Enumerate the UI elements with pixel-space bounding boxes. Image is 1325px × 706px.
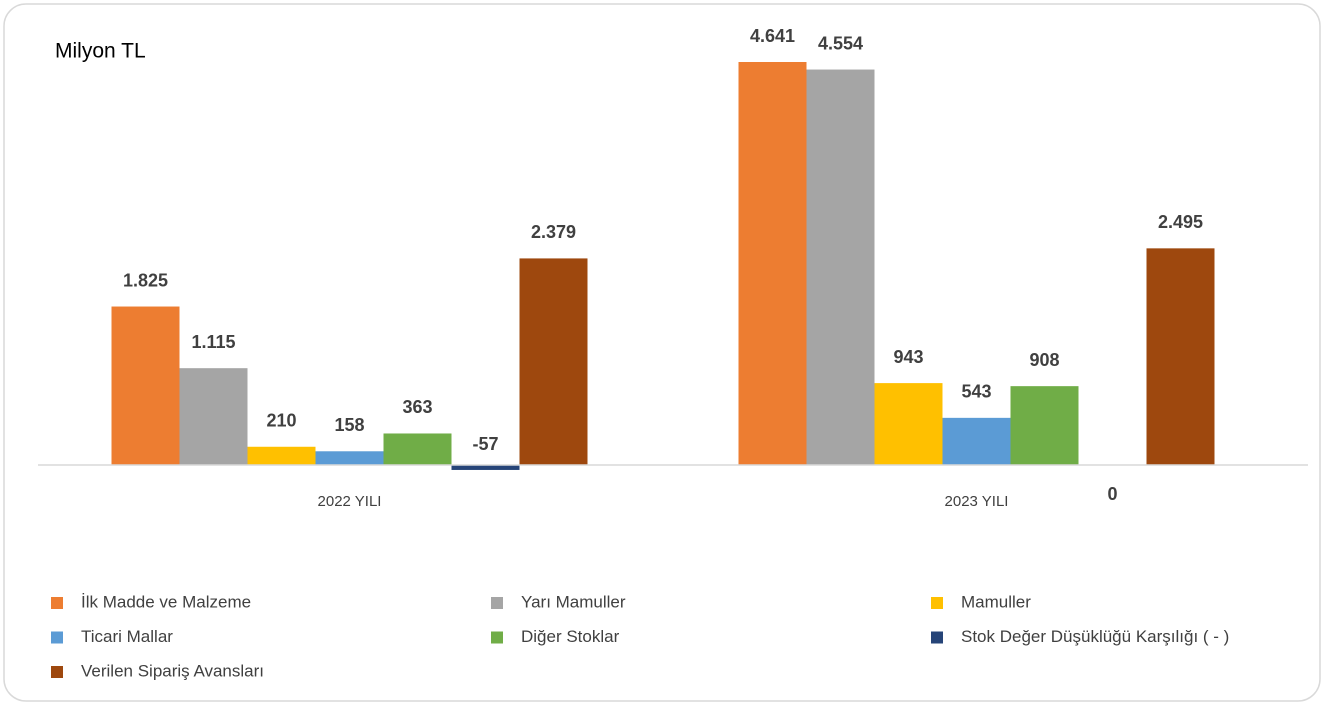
bar (519, 258, 588, 465)
legend-swatch (51, 631, 63, 644)
chart-title: Milyon TL (55, 40, 146, 63)
legend-label: Yarı Mamuller (521, 592, 626, 611)
chart-border (3, 3, 1321, 702)
data-label: 1.115 (191, 332, 235, 352)
data-label: 363 (402, 397, 432, 417)
data-label: 210 (266, 411, 296, 431)
data-label: 4.554 (818, 33, 863, 53)
x-tick-label: 2022 YILI (318, 493, 382, 510)
bar (315, 451, 384, 465)
data-label: 0 (1107, 484, 1117, 504)
legend-swatch (51, 666, 63, 678)
bar (738, 62, 807, 465)
data-label: 1.825 (123, 270, 168, 290)
legend-label: İlk Madde ve Malzeme (81, 592, 251, 611)
bar (874, 383, 943, 465)
legend-swatch (931, 631, 943, 644)
x-tick-label: 2023 YILI (945, 493, 1009, 510)
data-label: 943 (893, 347, 923, 367)
bar (451, 465, 520, 470)
data-label: 908 (1029, 350, 1059, 370)
data-label: 4.641 (750, 26, 795, 46)
bar (806, 69, 875, 465)
data-label: 2.495 (1158, 212, 1203, 232)
data-label: 2.379 (531, 222, 576, 242)
bar (1146, 248, 1215, 465)
legend-label: Mamuller (961, 592, 1031, 611)
legend-swatch (931, 597, 943, 609)
bar (942, 417, 1011, 465)
bar (179, 368, 248, 465)
legend-label: Diğer Stoklar (521, 627, 620, 646)
legend-swatch (491, 631, 503, 644)
data-label: -57 (472, 434, 498, 454)
legend-swatch (491, 597, 503, 609)
legend-label: Verilen Sipariş Avansları (81, 661, 264, 680)
legend-swatch (51, 597, 63, 609)
bar (111, 306, 180, 465)
bar (383, 433, 452, 465)
data-label: 543 (961, 382, 991, 402)
bar (247, 446, 316, 465)
legend-label: Ticari Mallar (81, 627, 173, 646)
legend-label: Stok Değer Düşüklüğü Karşılığı ( - ) (961, 627, 1229, 646)
bar (1010, 386, 1079, 465)
data-label: 158 (334, 415, 364, 435)
